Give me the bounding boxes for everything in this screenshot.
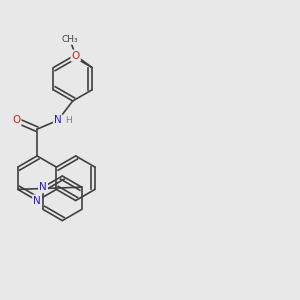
Text: N: N	[39, 182, 47, 192]
Text: H: H	[65, 116, 72, 125]
Text: N: N	[33, 196, 41, 206]
Text: CH₃: CH₃	[61, 35, 78, 44]
Text: O: O	[72, 51, 80, 61]
Text: O: O	[12, 115, 20, 125]
Text: N: N	[54, 115, 62, 125]
